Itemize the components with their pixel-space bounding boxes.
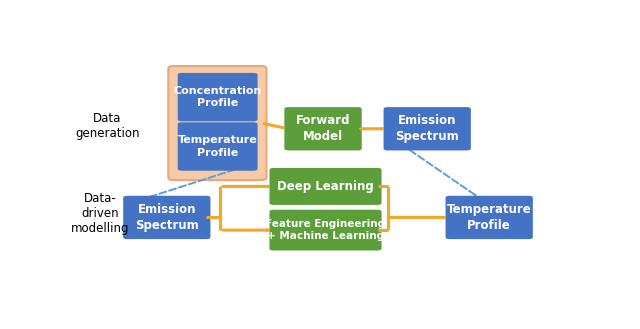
Text: Data-
driven
modelling: Data- driven modelling bbox=[70, 191, 129, 235]
FancyBboxPatch shape bbox=[269, 168, 381, 205]
FancyBboxPatch shape bbox=[123, 196, 211, 239]
Text: Concentration
Profile: Concentration Profile bbox=[173, 86, 262, 108]
FancyBboxPatch shape bbox=[284, 107, 362, 150]
Text: Emission
Spectrum: Emission Spectrum bbox=[396, 114, 459, 143]
FancyBboxPatch shape bbox=[383, 107, 471, 150]
Text: Forward
Model: Forward Model bbox=[296, 114, 350, 143]
Text: Feature Engineering
+ Machine Learning: Feature Engineering + Machine Learning bbox=[266, 219, 385, 241]
FancyBboxPatch shape bbox=[168, 66, 266, 180]
FancyBboxPatch shape bbox=[178, 73, 257, 121]
Text: Deep Learning: Deep Learning bbox=[277, 180, 374, 193]
Text: Temperature
Profile: Temperature Profile bbox=[178, 135, 257, 158]
Text: Temperature
Profile: Temperature Profile bbox=[447, 203, 532, 232]
FancyBboxPatch shape bbox=[178, 122, 257, 171]
FancyBboxPatch shape bbox=[445, 196, 533, 239]
Text: Data
generation: Data generation bbox=[75, 112, 140, 139]
FancyBboxPatch shape bbox=[269, 210, 381, 250]
Text: Emission
Spectrum: Emission Spectrum bbox=[135, 203, 198, 232]
